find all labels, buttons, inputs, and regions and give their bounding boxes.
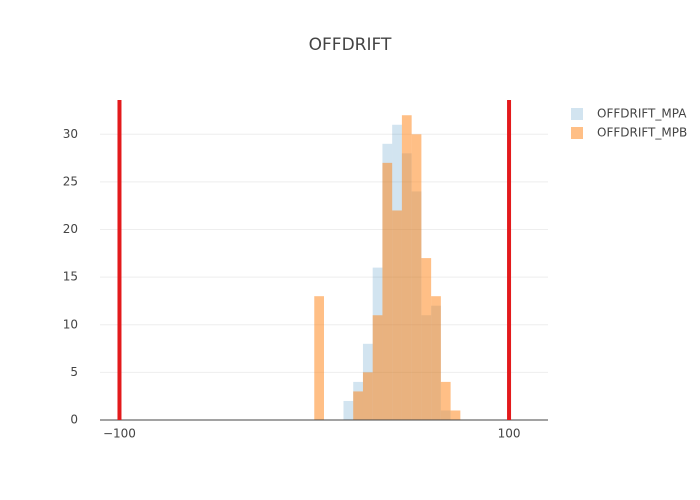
bar [421,258,432,420]
y-tick-label: 25 [63,174,78,188]
y-tick-label: 20 [63,222,78,236]
bar [411,134,422,421]
bar [343,400,354,420]
y-tick-label: 5 [70,365,78,379]
x-tick-label: 100 [498,427,521,441]
legend-label: OFFDRIFT_MPA [597,107,687,121]
legend-swatch [571,108,583,120]
legend-swatch [571,127,583,139]
bar [372,315,383,420]
bar [440,381,451,420]
bar [450,410,461,420]
y-tick-label: 30 [63,127,78,141]
y-tick-label: 10 [63,317,78,331]
bar [431,296,441,420]
bar [382,162,393,420]
bar [362,372,373,420]
chart-title: OFFDRIFT [309,35,392,55]
y-tick-label: 0 [70,413,78,427]
x-tick-label: −100 [103,427,136,441]
bar [401,115,412,420]
bar [314,296,324,420]
bar [392,210,402,420]
legend-label: OFFDRIFT_MPB [597,126,687,140]
bar [353,391,363,420]
y-tick-label: 15 [63,270,78,284]
